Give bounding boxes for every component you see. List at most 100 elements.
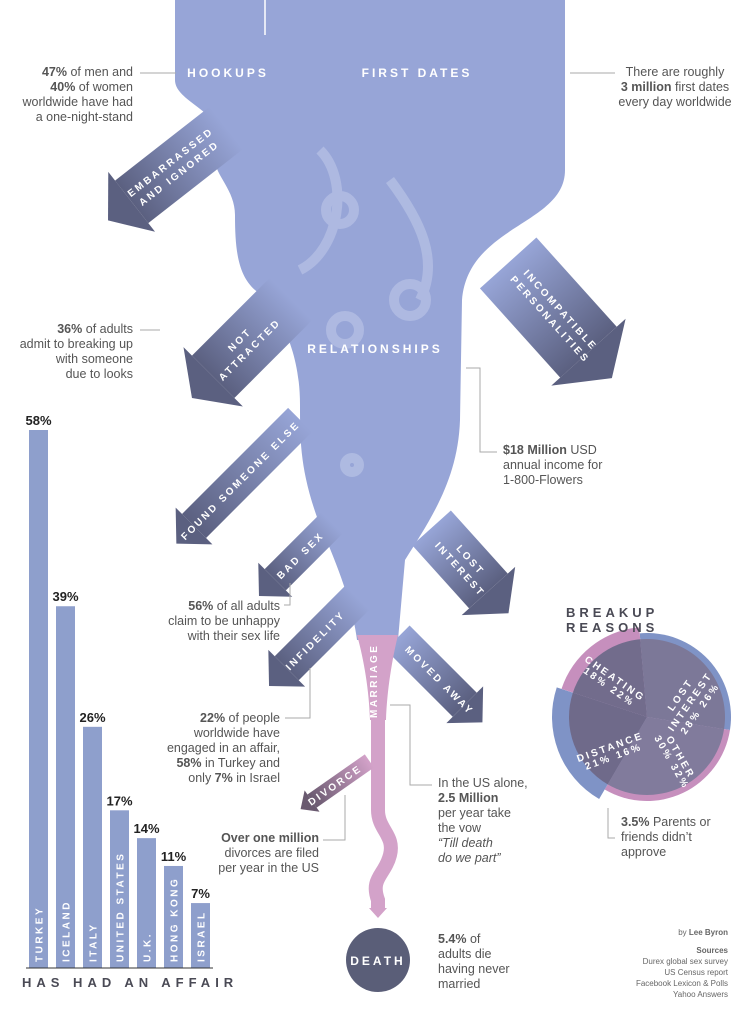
annotation-line: with someone (20, 352, 133, 367)
annotation-line: friends didn’t (621, 830, 711, 845)
marriage-arrowhead (369, 908, 387, 918)
bar-iceland (56, 606, 75, 968)
annotation-line: 40% of women (23, 80, 133, 95)
annotation-text: with their sex life (187, 629, 280, 643)
annotation-text: 36% (57, 322, 83, 336)
annotation-text: There are roughly (625, 65, 725, 79)
annotation-line: worldwide have had (23, 95, 134, 110)
annotation-text: Parents or (649, 815, 711, 829)
bar-category-label: ITALY (89, 922, 100, 962)
annotation-line: 1-800-Flowers (503, 473, 602, 488)
annotation-line: 3.5% Parents or (621, 815, 711, 830)
annotation-text: claim to be unhappy (168, 614, 280, 628)
annotation-text: approve (621, 845, 667, 859)
annotation-line: per year in the US (218, 861, 319, 876)
annotation-line: 36% of adults (20, 322, 133, 337)
arrow-label: DIVORCE (307, 763, 365, 808)
annotation-line: $18 Million USD (503, 443, 602, 458)
annotation-text: having never (438, 962, 510, 976)
annotation-text: first dates (671, 80, 730, 94)
annotation-text: In the US alone, (438, 776, 528, 790)
bar-u-k- (137, 838, 156, 968)
annotation-looks: 36% of adults admit to breaking up with so… (20, 322, 133, 382)
bar-category-label: ISRAEL (197, 910, 208, 962)
bar-value-label: 17% (106, 793, 132, 808)
leader-lines (140, 72, 615, 841)
annotation-text: 7% (214, 771, 233, 785)
annotation-text: $18 Million (503, 443, 567, 457)
bar-category-label: U.K. (143, 932, 154, 962)
annotation-text: 58% (176, 756, 202, 770)
annotation-line: adults die (438, 947, 510, 962)
annotation-line: 3 million first dates (615, 80, 735, 95)
annotation-line: the vow (438, 821, 528, 836)
annotation-sex-life: 56% of all adults claim to be unhappy with… (168, 599, 280, 644)
annotation-text: per year in the US (218, 861, 319, 875)
annotation-line: a one-night-stand (23, 110, 133, 125)
annotation-line: Over one million (218, 831, 319, 846)
annotation-line: worldwide have (167, 726, 280, 741)
annotation-text: 40% (50, 80, 76, 94)
stream-label-first-dates: FIRST DATES (362, 66, 473, 80)
annotation-text: married (438, 977, 481, 991)
annotation-text: 1-800-Flowers (503, 473, 583, 487)
annotation-affair: 22% of people worldwide have engaged in an… (167, 711, 280, 786)
source-item: Facebook Lexicon & Polls (635, 979, 728, 988)
author: Lee Byron (688, 928, 728, 937)
marriage-stream-wiggle (368, 715, 398, 910)
annotation-text: in Israel (232, 771, 280, 785)
annotation-line: annual income for (503, 458, 602, 473)
pie-chart-title: BREAKUP REASONS (566, 605, 659, 635)
annotation-one-night-stand: 47% of men and 40% of women worldwide have… (23, 65, 134, 125)
annotation-line: “Till death (438, 836, 528, 851)
annotation-line: admit to breaking up (20, 337, 133, 352)
annotation-line: per year take (438, 806, 528, 821)
death-circle (346, 928, 410, 992)
arrow-divorce: DIVORCE (300, 754, 374, 812)
relationship-stream (175, 0, 565, 640)
annotation-text: with someone (55, 352, 133, 366)
annotation-line: 2.5 Million (438, 791, 528, 806)
annotation-line: There are roughly (615, 65, 735, 80)
annotation-line: due to looks (20, 367, 133, 382)
annotation-line: engaged in an affair, (167, 741, 280, 756)
annotation-text: admit to breaking up (19, 337, 133, 351)
annotation-text: 47% (41, 65, 67, 79)
annotation-text: a one-night-stand (35, 110, 133, 124)
annotation-text: of men and (66, 65, 133, 79)
decorative-rings (297, 146, 433, 477)
arrow-not-attracted: NOT ATTRACTED (183, 277, 313, 407)
annotation-line: with their sex life (168, 629, 280, 644)
bar-category-label: HONG KONG (170, 877, 181, 962)
annotation-first-dates: There are roughly 3 million first dates ev… (615, 65, 735, 110)
marriage-stream (357, 635, 398, 720)
arrow-incompatible-personalities: INCOMPATIBLE PERSONALITIES (479, 237, 626, 386)
death-label: DEATH (350, 954, 405, 968)
annotation-text: engaged in an affair, (166, 741, 280, 755)
credits: by Lee Byron Sources Durex global sex su… (636, 927, 728, 1000)
annotation-text: of all adults (213, 599, 280, 613)
annotation-text: “Till death (438, 836, 493, 850)
stream-label-hookups: HOOKUPS (187, 66, 269, 80)
sources-title: Sources (696, 946, 728, 955)
bar-israel (191, 903, 210, 968)
bar-category-label: ICELAND (62, 900, 73, 962)
annotation-line: having never (438, 962, 510, 977)
affair-bar-chart: 58% TURKEY 39% ICELAND 26% ITALY 17% UNITED STA… (25, 413, 210, 968)
annotation-text: worldwide have had (22, 95, 134, 109)
annotation-text: of adults (82, 322, 133, 336)
annotation-line: 58% in Turkey and (167, 756, 280, 771)
annotation-text: 3 million (620, 80, 672, 94)
annotation-text: friends didn’t (621, 830, 692, 844)
annotation-line: every day worldwide (615, 95, 735, 110)
annotation-text: 56% (188, 599, 214, 613)
annotation-text: of people (225, 711, 280, 725)
bar-value-label: 7% (191, 886, 210, 901)
annotation-text: annual income for (503, 458, 603, 472)
stream-label-relationships: RELATIONSHIPS (307, 342, 442, 356)
annotation-text: Over one million (221, 831, 319, 845)
byline: by Lee Byron (636, 927, 728, 938)
bar-value-label: 58% (25, 413, 51, 428)
annotation-text: every day worldwide (618, 95, 732, 109)
